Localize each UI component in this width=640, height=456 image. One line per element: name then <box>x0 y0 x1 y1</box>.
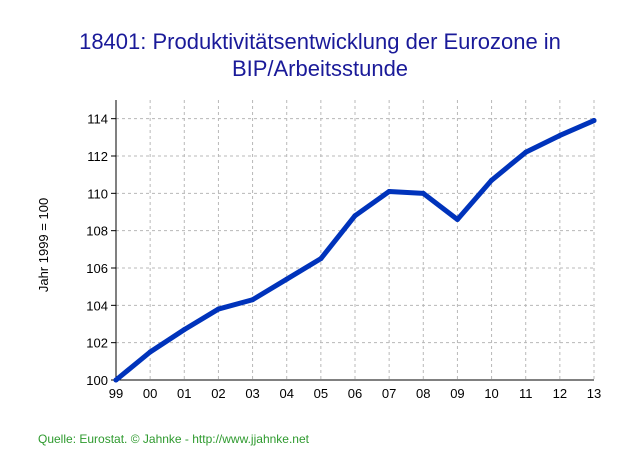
y-tick-label-108: 108 <box>86 224 108 239</box>
x-tick-label-06: 06 <box>348 386 362 401</box>
x-tick-label-11: 11 <box>519 386 533 401</box>
x-tick-label-13: 13 <box>587 386 601 401</box>
y-tick-label-106: 106 <box>86 261 108 276</box>
source-note: Quelle: Eurostat. © Jahnke - http://www.… <box>38 432 309 446</box>
y-tick-label-100: 100 <box>86 373 108 388</box>
chart-title: 18401: Produktivitätsentwicklung der Eur… <box>0 28 640 82</box>
y-tick-label-104: 104 <box>86 298 108 313</box>
data-point-06 <box>352 213 358 219</box>
chart-title-line1: 18401: Produktivitätsentwicklung der Eur… <box>79 29 561 54</box>
x-tick-labels: 99 00 01 02 03 04 05 06 07 08 09 10 11 12 13 <box>109 386 601 401</box>
data-point-13 <box>591 118 597 124</box>
x-tick-label-00: 00 <box>143 386 157 401</box>
x-tick-label-07: 07 <box>382 386 396 401</box>
x-tick-label-03: 03 <box>245 386 259 401</box>
data-point-07 <box>386 188 392 194</box>
x-tick-label-01: 01 <box>177 386 191 401</box>
y-tick-label-114: 114 <box>87 112 108 127</box>
grid-lines <box>116 100 595 380</box>
data-point-11 <box>523 149 529 155</box>
x-tick-label-05: 05 <box>314 386 328 401</box>
y-axis-label: Jahr 1999 = 100 <box>36 198 51 292</box>
x-tick-label-02: 02 <box>211 386 225 401</box>
data-point-09 <box>454 216 460 222</box>
data-point-05 <box>318 256 324 262</box>
x-tick-label-10: 10 <box>484 386 498 401</box>
x-tick-label-04: 04 <box>279 386 293 401</box>
data-point-00 <box>147 349 153 355</box>
y-tick-label-102: 102 <box>86 336 108 351</box>
y-tick-label-112: 112 <box>87 149 108 164</box>
data-point-10 <box>489 177 495 183</box>
data-point-99 <box>113 377 119 383</box>
x-tick-label-08: 08 <box>416 386 430 401</box>
data-point-01 <box>181 327 187 333</box>
data-point-04 <box>284 276 290 282</box>
y-tick-labels: 100 102 104 106 108 110 112 114 <box>86 112 108 388</box>
x-tick-label-09: 09 <box>450 386 464 401</box>
data-point-02 <box>215 306 221 312</box>
chart-title-line2: BIP/Arbeitsstunde <box>231 56 409 81</box>
data-series <box>113 118 597 383</box>
x-tick-label-99: 99 <box>109 386 123 401</box>
data-point-12 <box>557 132 563 138</box>
axes <box>111 100 594 381</box>
data-point-08 <box>420 190 426 196</box>
x-tick-label-12: 12 <box>553 386 567 401</box>
data-point-03 <box>250 297 256 303</box>
y-tick-label-110: 110 <box>87 186 108 201</box>
